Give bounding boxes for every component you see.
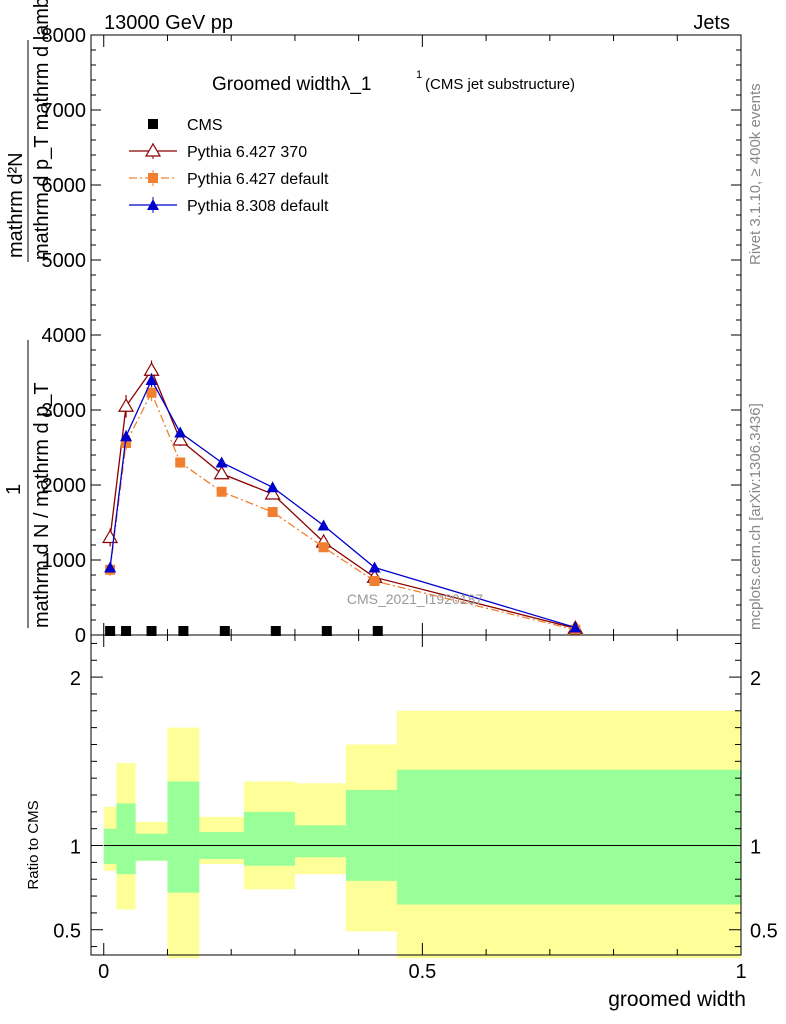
energy-label: 13000 GeV pp — [104, 12, 233, 34]
legend-label: Pythia 6.427 370 — [187, 144, 307, 161]
data-point — [569, 621, 582, 633]
y-axis-label: mathrm d²N mathrm d p_T mathrm d lambda … — [3, 0, 53, 628]
y-tick-label: 2000 — [42, 475, 87, 497]
legend-entry: Pythia 8.308 default — [129, 197, 329, 215]
data-point — [270, 626, 281, 636]
legend-marker — [144, 142, 162, 157]
data-point — [266, 481, 279, 493]
legend-marker — [147, 199, 159, 210]
x-tick-label: 0 — [98, 961, 109, 983]
plot-title: Groomed widthλ_1 1 (CMS jet substructure… — [212, 69, 575, 95]
data-point — [172, 431, 189, 446]
data-point — [178, 626, 189, 636]
ratio-y-tick-label: 2 — [750, 668, 761, 690]
ratio-plot-panel: 0.5 0.51 12 20 0.5 1 — [53, 634, 778, 983]
series-1 — [102, 360, 584, 634]
series-2 — [105, 384, 581, 635]
uncertainty-band-green — [103, 828, 117, 865]
legend-marker — [148, 173, 158, 183]
data-point — [121, 438, 132, 448]
legend: CMS Pythia 6.427 370 Pythia 6.427 default P… — [129, 117, 329, 215]
data-point — [118, 398, 135, 412]
mcplots-label: mcplots.cern.ch [arXiv:1306.3436] — [747, 403, 764, 630]
ratio-y-tick-label: 0.5 — [750, 921, 778, 943]
data-point — [219, 626, 230, 636]
ratio-y-tick-label: 2 — [70, 668, 81, 690]
ylabel-numerator: mathrm d²N — [5, 152, 27, 258]
plot-title-superscript: 1 — [416, 69, 422, 81]
ratio-y-tick-label: 1 — [70, 837, 81, 859]
data-point — [318, 542, 329, 553]
rivet-label: Rivet 3.1.10, ≥ 400k events — [747, 83, 764, 265]
legend-marker — [148, 119, 158, 129]
y-tick-label: 6000 — [42, 175, 87, 197]
main-plot-panel: 0 1000 2000 3000 4000 5000 6000 7000 8000 CMS Pyth… — [42, 25, 742, 647]
ylabel-prefix-numerator: 1 — [3, 484, 25, 495]
uncertainty-band-green — [116, 803, 136, 875]
uncertainty-band-green — [135, 833, 168, 861]
data-point — [321, 626, 332, 636]
legend-entry: CMS — [148, 117, 223, 134]
legend-entry: Pythia 6.427 370 — [129, 142, 307, 161]
y-tick-label: 8000 — [42, 25, 87, 47]
analysis-watermark: CMS_2021_I1920187 — [347, 591, 483, 607]
ratio-ylabel: Ratio to CMS — [25, 800, 42, 889]
data-point — [216, 486, 227, 497]
data-point — [104, 561, 117, 573]
data-point — [213, 465, 230, 480]
uncertainty-band-green — [345, 789, 397, 881]
ratio-y-tick-label: 0.5 — [53, 921, 81, 943]
series-0 — [105, 626, 383, 636]
legend-label: CMS — [187, 117, 223, 134]
y-tick-label: 0 — [75, 625, 86, 647]
legend-entry: Pythia 6.427 default — [129, 170, 329, 188]
data-point — [369, 576, 380, 586]
data-point — [368, 561, 381, 573]
data-point — [146, 626, 157, 636]
data-point — [146, 387, 157, 398]
legend-label: Pythia 8.308 default — [187, 198, 329, 215]
uncertainty-band-green — [294, 825, 346, 858]
data-point — [120, 430, 133, 442]
data-point — [174, 426, 187, 438]
uncertainty-band-green — [167, 781, 200, 893]
data-point — [145, 374, 158, 385]
series-line — [109, 368, 576, 629]
y-tick-label: 4000 — [42, 325, 87, 347]
y-tick-label: 7000 — [42, 100, 87, 122]
y-tick-label: 1000 — [42, 550, 87, 572]
plot-subtitle: (CMS jet substructure) — [425, 76, 575, 93]
process-label: Jets — [693, 12, 730, 34]
data-point — [175, 457, 186, 468]
uncertainty-band-green — [243, 811, 295, 866]
plot-title-text: Groomed widthλ_1 — [212, 74, 371, 95]
data-point — [215, 456, 228, 468]
x-tick-label: 0.5 — [408, 961, 436, 983]
x-tick-label: 1 — [735, 961, 746, 983]
data-point — [105, 626, 116, 636]
y-tick-label: 3000 — [42, 400, 87, 422]
ylabel-prefix-denominator: mathrm d N / mathrm d p_T — [31, 382, 53, 628]
data-point — [264, 485, 281, 500]
ylabel-denominator: mathrm d p_T mathrm d lambda — [31, 0, 53, 260]
legend-label: Pythia 6.427 default — [187, 171, 329, 188]
uncertainty-band-green — [396, 769, 741, 905]
y-tick-label: 5000 — [42, 250, 87, 272]
data-point — [121, 626, 132, 636]
x-axis-label: groomed width — [608, 988, 746, 1011]
data-point — [317, 519, 330, 531]
data-point — [267, 507, 278, 517]
data-point — [372, 626, 383, 636]
ratio-y-tick-label: 1 — [750, 837, 761, 859]
series-line — [109, 378, 576, 629]
series-3 — [104, 373, 582, 633]
